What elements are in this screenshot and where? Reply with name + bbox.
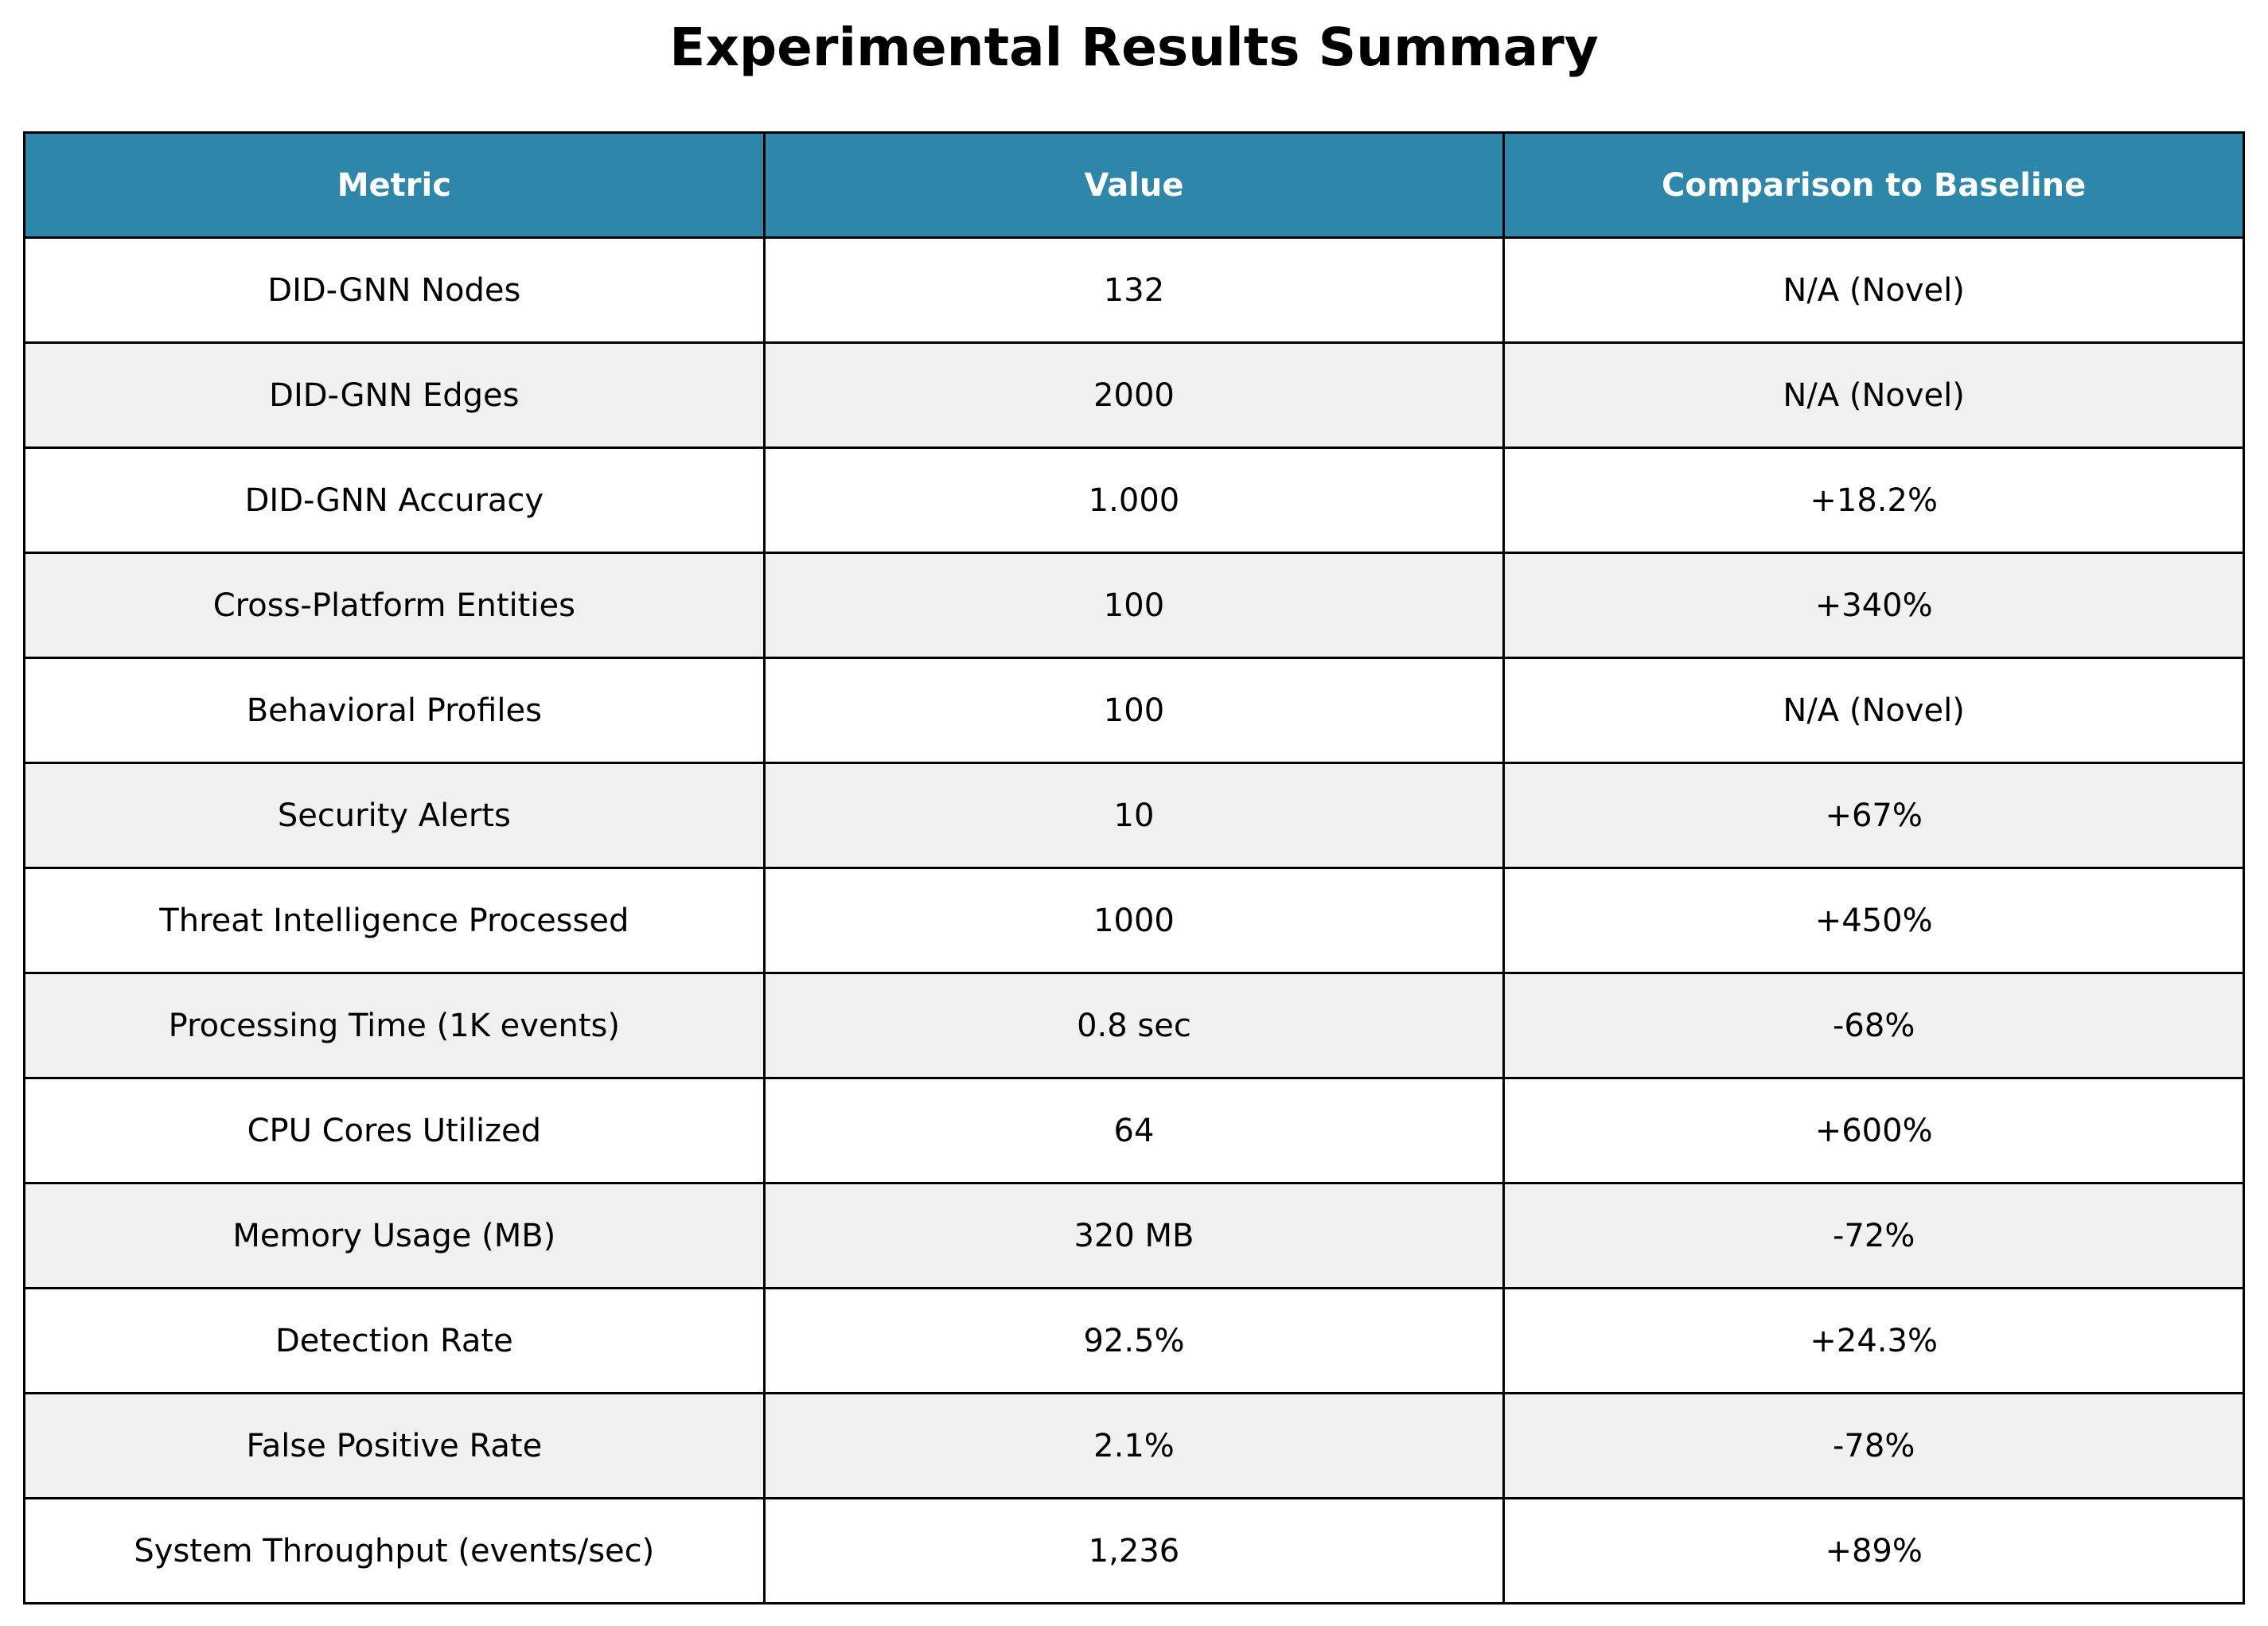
cell-value: 100 — [762, 657, 1506, 764]
cell-metric: Memory Usage (MB) — [23, 1182, 766, 1289]
table-row: DID-GNN Edges 2000 N/A (Novel) — [23, 341, 2245, 449]
cell-comparison: N/A (Novel) — [1502, 657, 2245, 764]
cell-metric: Cross-Platform Entities — [23, 552, 766, 659]
table-title: Experimental Results Summary — [669, 17, 1599, 78]
cell-value: 92.5% — [762, 1287, 1506, 1394]
results-table: Metric Value Comparison to Baseline DID-GN… — [23, 131, 2245, 1605]
cell-metric: DID-GNN Nodes — [23, 236, 766, 344]
table-row: Detection Rate 92.5% +24.3% — [23, 1287, 2245, 1394]
cell-value: 64 — [762, 1077, 1506, 1184]
cell-value: 100 — [762, 552, 1506, 659]
table-row: Processing Time (1K events) 0.8 sec -68% — [23, 972, 2245, 1079]
table-row: Memory Usage (MB) 320 MB -72% — [23, 1182, 2245, 1289]
cell-value: 1,236 — [762, 1497, 1506, 1605]
cell-metric: Detection Rate — [23, 1287, 766, 1394]
cell-comparison: +24.3% — [1502, 1287, 2245, 1394]
cell-metric: Processing Time (1K events) — [23, 972, 766, 1079]
cell-metric: False Positive Rate — [23, 1392, 766, 1499]
column-header-comparison: Comparison to Baseline — [1502, 131, 2245, 239]
cell-comparison: +18.2% — [1502, 446, 2245, 554]
cell-comparison: +89% — [1502, 1497, 2245, 1605]
cell-value: 1.000 — [762, 446, 1506, 554]
cell-metric: System Throughput (events/sec) — [23, 1497, 766, 1605]
header-row: Metric Value Comparison to Baseline — [23, 131, 2245, 239]
cell-comparison: -68% — [1502, 972, 2245, 1079]
cell-value: 132 — [762, 236, 1506, 344]
table-row: CPU Cores Utilized 64 +600% — [23, 1077, 2245, 1184]
cell-comparison: +67% — [1502, 762, 2245, 869]
table-row: Threat Intelligence Processed 1000 +450% — [23, 867, 2245, 974]
cell-comparison: -72% — [1502, 1182, 2245, 1289]
cell-value: 1000 — [762, 867, 1506, 974]
cell-metric: Threat Intelligence Processed — [23, 867, 766, 974]
cell-comparison: N/A (Novel) — [1502, 236, 2245, 344]
cell-value: 320 MB — [762, 1182, 1506, 1289]
cell-value: 0.8 sec — [762, 972, 1506, 1079]
cell-comparison: -78% — [1502, 1392, 2245, 1499]
cell-value: 2000 — [762, 341, 1506, 449]
table-row: False Positive Rate 2.1% -78% — [23, 1392, 2245, 1499]
cell-comparison: +340% — [1502, 552, 2245, 659]
cell-metric: DID-GNN Edges — [23, 341, 766, 449]
table-row: Cross-Platform Entities 100 +340% — [23, 552, 2245, 659]
column-header-value: Value — [762, 131, 1506, 239]
table-row: DID-GNN Nodes 132 N/A (Novel) — [23, 236, 2245, 344]
table-body: DID-GNN Nodes 132 N/A (Novel) DID-GNN Edges… — [23, 236, 2245, 1605]
column-header-metric: Metric — [23, 131, 766, 239]
cell-comparison: +600% — [1502, 1077, 2245, 1184]
cell-metric: CPU Cores Utilized — [23, 1077, 766, 1184]
table-row: Behavioral Profiles 100 N/A (Novel) — [23, 657, 2245, 764]
cell-metric: Behavioral Profiles — [23, 657, 766, 764]
table-row: Security Alerts 10 +67% — [23, 762, 2245, 869]
cell-comparison: N/A (Novel) — [1502, 341, 2245, 449]
cell-value: 2.1% — [762, 1392, 1506, 1499]
cell-metric: DID-GNN Accuracy — [23, 446, 766, 554]
cell-value: 10 — [762, 762, 1506, 869]
cell-comparison: +450% — [1502, 867, 2245, 974]
cell-metric: Security Alerts — [23, 762, 766, 869]
table-row: System Throughput (events/sec) 1,236 +89% — [23, 1497, 2245, 1605]
table-row: DID-GNN Accuracy 1.000 +18.2% — [23, 446, 2245, 554]
